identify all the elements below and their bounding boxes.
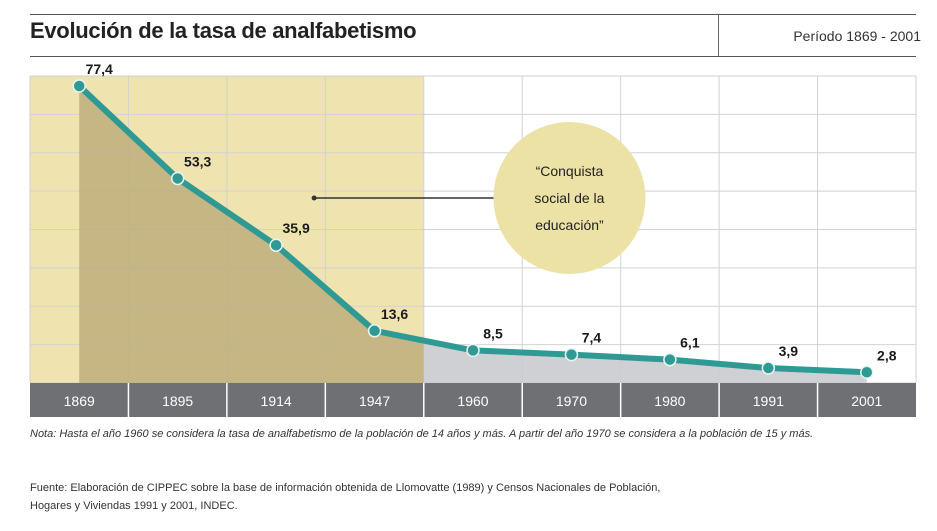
source-line-2: Hogares y Viviendas 1991 y 2001, INDEC. bbox=[30, 500, 238, 512]
x-tick-label: 1980 bbox=[654, 393, 685, 409]
chart-title: Evolución de la tasa de analfabetismo bbox=[30, 18, 417, 43]
data-point bbox=[170, 171, 185, 186]
data-label: 3,9 bbox=[779, 343, 799, 359]
annotation-text-line: educación” bbox=[535, 217, 604, 233]
area-late-period bbox=[423, 340, 867, 383]
data-point bbox=[466, 343, 480, 358]
data-point bbox=[367, 324, 382, 338]
data-point bbox=[269, 238, 283, 252]
data-point bbox=[564, 347, 579, 362]
annotation-text-line: “Conquista bbox=[536, 163, 604, 179]
x-tick-label: 1970 bbox=[556, 393, 587, 409]
period-label: Período 1869 - 2001 bbox=[793, 28, 921, 44]
data-point bbox=[761, 361, 776, 375]
data-label: 6,1 bbox=[680, 335, 700, 351]
source-line-1: Fuente: Elaboración de CIPPEC sobre la b… bbox=[30, 482, 661, 494]
x-tick-label: 1947 bbox=[359, 393, 390, 409]
data-label: 35,9 bbox=[282, 220, 309, 236]
annotation-pointer-dot bbox=[311, 195, 317, 201]
x-tick-label: 1960 bbox=[457, 393, 488, 409]
data-label: 77,4 bbox=[86, 61, 113, 77]
annotation-bubble bbox=[493, 122, 646, 274]
footnote: Nota: Hasta el año 1960 se considera la … bbox=[30, 428, 814, 440]
data-point bbox=[860, 365, 874, 380]
x-axis-bar bbox=[30, 383, 916, 417]
x-tick-label: 1991 bbox=[753, 393, 784, 409]
data-label: 53,3 bbox=[184, 153, 211, 169]
header-top-rule bbox=[30, 14, 916, 15]
annotation-text-line: social de la bbox=[534, 190, 604, 206]
x-tick-label: 1914 bbox=[261, 393, 292, 409]
x-tick-label: 2001 bbox=[851, 393, 882, 409]
data-label: 7,4 bbox=[582, 330, 602, 346]
line-chart: “Conquista social de la educación” 77,4 53,3… bbox=[29, 61, 917, 417]
area-early-period bbox=[79, 85, 424, 383]
data-point bbox=[72, 79, 86, 93]
data-label: 13,6 bbox=[381, 306, 408, 322]
data-label: 8,5 bbox=[483, 325, 503, 341]
data-label: 2,8 bbox=[877, 347, 897, 363]
x-tick-label: 1895 bbox=[162, 393, 193, 409]
x-tick-label: 1869 bbox=[64, 393, 95, 409]
data-point bbox=[663, 352, 677, 367]
period-box bbox=[718, 14, 917, 56]
source-note: Fuente: Elaboración de CIPPEC sobre la b… bbox=[30, 479, 890, 515]
header-bottom-rule bbox=[30, 56, 916, 57]
